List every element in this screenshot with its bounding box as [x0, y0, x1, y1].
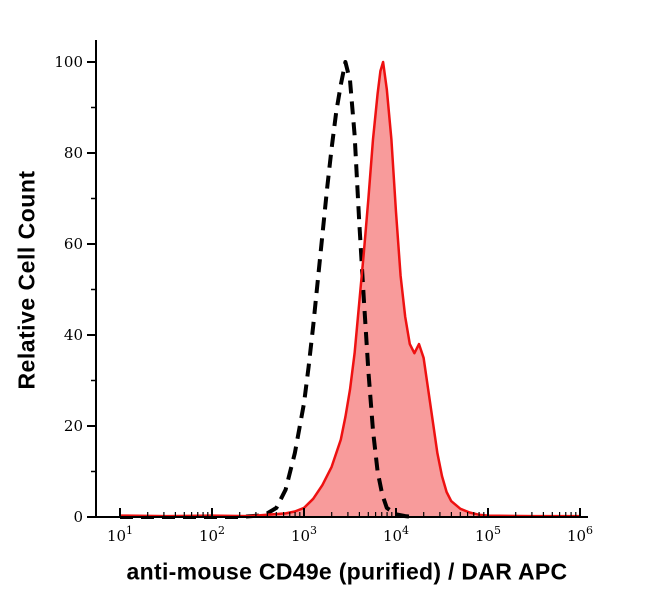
- x-axis-title: anti-mouse CD49e (purified) / DAR APC: [126, 558, 568, 585]
- x-tick-label: 104: [383, 524, 409, 545]
- y-axis-title: Relative Cell Count: [13, 170, 40, 390]
- y-tick-label: 100: [54, 53, 83, 71]
- y-tick-label: 80: [64, 144, 83, 162]
- sample-histogram-fill: [120, 62, 580, 517]
- y-tick-label: 60: [64, 235, 83, 253]
- y-tick-label: 20: [64, 417, 83, 435]
- sample-histogram-line: [119, 60, 580, 518]
- x-tick-label: 101: [107, 524, 133, 545]
- x-tick-label: 103: [291, 524, 317, 545]
- y-tick-label: 40: [64, 326, 83, 344]
- x-tick-label: 106: [567, 524, 593, 545]
- control-histogram-line: [120, 60, 415, 519]
- x-tick-label: 102: [199, 524, 225, 545]
- y-tick-label: 0: [73, 508, 83, 526]
- x-tick-label: 105: [475, 524, 501, 545]
